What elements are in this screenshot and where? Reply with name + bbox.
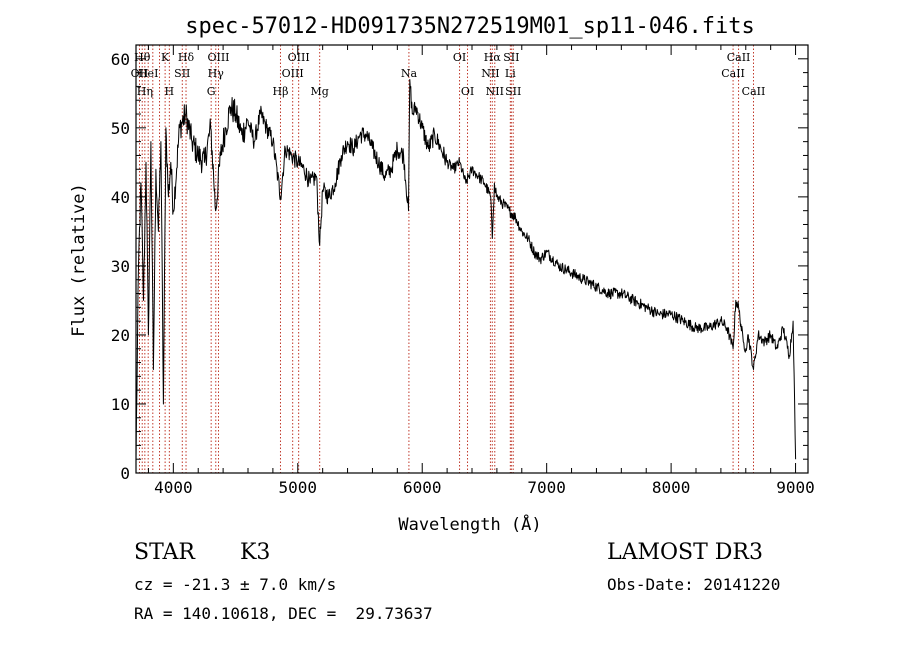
- x-tick-label-9000: 9000: [776, 478, 815, 497]
- line-label-20: NII: [481, 67, 499, 80]
- line-label-17: Na: [401, 67, 418, 80]
- line-label-16: Mg: [311, 85, 329, 98]
- line-label-11: Hγ: [208, 67, 225, 80]
- line-label-21: Hα: [484, 51, 502, 64]
- redshift-value: cz = -21.3 ± 7.0 km/s: [134, 575, 337, 594]
- line-label-27: CaII: [727, 51, 751, 64]
- line-label-18: OI: [453, 51, 466, 64]
- x-tick-label-6000: 6000: [403, 478, 442, 497]
- y-tick-label-10: 10: [111, 395, 130, 414]
- y-tick-label-50: 50: [111, 119, 130, 138]
- x-axis-label: Wavelength (Å): [398, 513, 541, 535]
- line-label-3: HeI: [138, 67, 158, 80]
- line-label-14: OIII: [282, 67, 304, 80]
- line-label-8: SII: [174, 67, 190, 80]
- line-label-26: CaII: [721, 67, 745, 80]
- ra-dec-coordinates: RA = 140.10618, DEC = 29.73637: [134, 604, 433, 623]
- line-label-12: OIII: [207, 51, 229, 64]
- line-label-1: Hθ: [134, 51, 151, 64]
- line-label-24: SII: [503, 51, 519, 64]
- y-tick-label-40: 40: [111, 188, 130, 207]
- line-label-25: SII: [505, 85, 521, 98]
- line-label-28: CaII: [742, 85, 766, 98]
- line-label-22: NII: [486, 85, 504, 98]
- x-tick-label-7000: 7000: [527, 478, 566, 497]
- y-tick-label-60: 60: [111, 50, 130, 69]
- x-tick-label-8000: 8000: [652, 478, 691, 497]
- obs-date: Obs-Date: 20141220: [607, 575, 781, 594]
- x-tick-label-5000: 5000: [279, 478, 318, 497]
- y-tick-label-0: 0: [120, 464, 130, 483]
- flux-series-line: [135, 79, 797, 460]
- line-label-23: Li: [505, 67, 516, 80]
- survey-name: LAMOST DR3: [607, 540, 763, 565]
- y-tick-label-20: 20: [111, 326, 130, 345]
- line-label-6: K: [161, 51, 170, 64]
- y-tick-label-30: 30: [111, 257, 130, 276]
- object-class: STAR: [134, 540, 195, 565]
- x-tick-label-4000: 4000: [154, 478, 193, 497]
- line-label-15: OIII: [288, 51, 310, 64]
- line-label-2: Hη: [137, 85, 153, 98]
- y-axis-label: Flux (relative): [69, 183, 89, 337]
- line-label-0: OII: [131, 67, 149, 80]
- line-label-7: H: [165, 85, 175, 98]
- chart-title: spec-57012-HD091735N272519M01_sp11-046.f…: [185, 14, 755, 39]
- line-label-19: OI: [461, 85, 474, 98]
- line-label-13: Hβ: [273, 85, 289, 98]
- line-label-9: Hδ: [178, 51, 195, 64]
- line-label-10: G: [207, 85, 216, 98]
- object-subclass: K3: [240, 540, 271, 565]
